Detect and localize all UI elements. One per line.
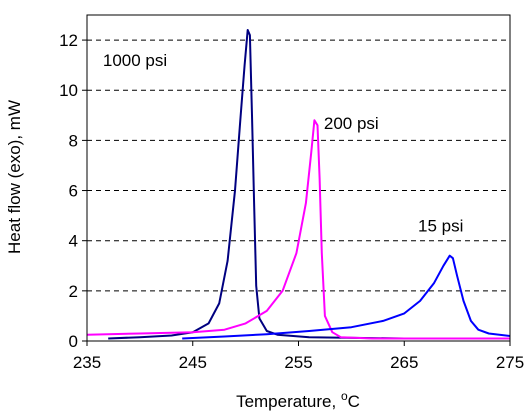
series-label: 15 psi — [418, 217, 463, 236]
series-line-1000-psi — [108, 29, 510, 340]
series-label: 1000 psi — [103, 51, 167, 70]
series-line-15-psi — [182, 254, 511, 340]
x-axis-title: Temperature, oC — [236, 389, 360, 411]
x-tick-label: 255 — [284, 353, 312, 372]
series-layer — [86, 29, 511, 340]
y-tick-label: 12 — [59, 31, 78, 50]
x-tick-label: 275 — [496, 353, 524, 372]
y-tick-label: 0 — [69, 332, 78, 351]
x-tick-label: 245 — [179, 353, 207, 372]
annotation-layer: 1000 psi 200 psi 15 psi — [103, 51, 464, 236]
y-axis-title: Heat flow (exo), mW — [5, 100, 24, 254]
y-tick-label: 10 — [59, 81, 78, 100]
tick-layer: 0 2 4 6 8 10 12 235 245 255 265 275 — [59, 31, 524, 372]
y-tick-label: 6 — [69, 182, 78, 201]
y-tick-label: 8 — [69, 131, 78, 150]
series-label: 200 psi — [324, 114, 379, 133]
series-line-200-psi — [86, 119, 510, 340]
y-tick-label: 2 — [69, 282, 78, 301]
grid-layer — [87, 39, 510, 292]
x-tick-label: 235 — [73, 353, 101, 372]
x-axis-title-text: Temperature, — [236, 392, 341, 411]
x-axis-title-unit: oC — [341, 389, 360, 411]
y-tick-label: 4 — [69, 232, 78, 251]
x-tick-label: 265 — [390, 353, 418, 372]
